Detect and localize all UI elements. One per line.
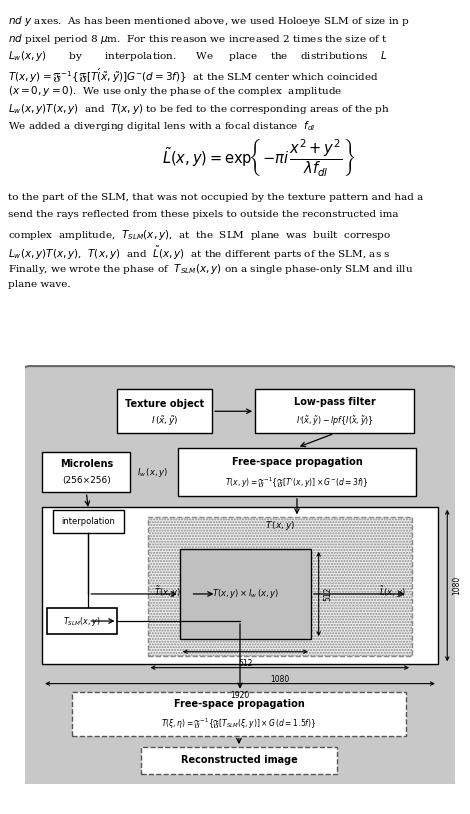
Bar <box>255 389 414 433</box>
Text: $\mathit{I}'(\tilde{x},\tilde{y})-lpf\{I(\tilde{x},\tilde{y})\}$: $\mathit{I}'(\tilde{x},\tilde{y})-lpf\{I… <box>296 414 374 428</box>
Bar <box>72 692 406 736</box>
Text: $\mathit{T}(x,y)\times\mathit{I}_w\,(x,y)$: $\mathit{T}(x,y)\times\mathit{I}_w\,(x,y… <box>212 588 279 601</box>
Text: 1920: 1920 <box>230 691 250 700</box>
Text: $\mathit{T}\,(x,y)$: $\mathit{T}\,(x,y)$ <box>265 519 295 532</box>
Text: $L_w(x,y)T(x,y)$  and  $T(x,y)$ to be fed to the corresponding areas of the ph: $L_w(x,y)T(x,y)$ and $T(x,y)$ to be fed … <box>8 102 390 116</box>
FancyBboxPatch shape <box>23 366 457 786</box>
Text: $nd\ y$ axes.  As has been mentioned above, we used Holoeye SLM of size in p: $nd\ y$ axes. As has been mentioned abov… <box>8 14 410 28</box>
Text: Texture object: Texture object <box>125 399 204 409</box>
Text: We added a diverging digital lens with a focal distance  $f_{dl}$: We added a diverging digital lens with a… <box>8 119 316 133</box>
Bar <box>53 510 124 533</box>
Text: $(x=0,y=0)$.  We use only the phase of the complex  amplitude: $(x=0,y=0)$. We use only the phase of th… <box>8 84 342 98</box>
Text: Microlens: Microlens <box>60 459 113 469</box>
Text: $T(x,y)=\mathfrak{F}^{-1}\{\mathfrak{F}[T\'(\tilde{x},\tilde{y})]G^{-}(d=3f)\}$ : $T(x,y)=\mathfrak{F}^{-1}\{\mathfrak{F}[… <box>8 67 378 85</box>
Bar <box>180 549 311 639</box>
Text: $\mathit{I}_w\,(x,y)$: $\mathit{I}_w\,(x,y)$ <box>137 466 168 479</box>
Text: plane wave.: plane wave. <box>8 280 70 289</box>
Text: $L_w(x,y)$       by       interpolation.      We     place    the    distributio: $L_w(x,y)$ by interpolation. We place th… <box>8 49 387 63</box>
Text: $L_w(x,y)T(x,y)$,  $T(x,y)$  and  $\tilde{L}(x,y)$  at the different parts of th: $L_w(x,y)T(x,y)$, $T(x,y)$ and $\tilde{L… <box>8 245 391 262</box>
Bar <box>118 389 212 433</box>
Text: interpolation: interpolation <box>62 517 115 526</box>
Text: $nd$ pixel period 8 $\mu$m.  For this reason we increased 2 times the size of t: $nd$ pixel period 8 $\mu$m. For this rea… <box>8 32 388 46</box>
Text: Free-space propagation: Free-space propagation <box>232 457 362 467</box>
Bar <box>42 453 130 492</box>
Bar <box>42 507 438 664</box>
Bar <box>47 608 118 633</box>
Text: 512: 512 <box>238 659 252 668</box>
Text: 1080: 1080 <box>270 676 290 685</box>
Text: Free-space propagation: Free-space propagation <box>173 699 304 709</box>
Text: Finally, we wrote the phase of  $T_{SLM}(x,y)$ on a single phase-only SLM and il: Finally, we wrote the phase of $T_{SLM}(… <box>8 262 414 277</box>
Text: to the part of the SLM, that was not occupied by the texture pattern and had a: to the part of the SLM, that was not occ… <box>8 192 423 202</box>
Text: $\tilde{L}(x,y)$: $\tilde{L}(x,y)$ <box>379 584 406 600</box>
Bar <box>148 518 412 656</box>
Bar <box>141 747 337 773</box>
Text: 512: 512 <box>323 587 332 601</box>
Text: $\tilde{L}(x,y)=\mathrm{exp}\!\left\{-\pi i\,\dfrac{x^2+y^2}{\lambda f_{dl}}\rig: $\tilde{L}(x,y)=\mathrm{exp}\!\left\{-\p… <box>162 137 355 178</box>
Text: (256×256): (256×256) <box>62 476 110 485</box>
Text: $T(\xi,\eta)=\mathfrak{F}^{-1}\{\mathfrak{F}[T_{SLM}(\xi,y)]\times G\,(d=1.5f)\}: $T(\xi,\eta)=\mathfrak{F}^{-1}\{\mathfra… <box>161 716 317 730</box>
Text: Reconstructed image: Reconstructed image <box>180 755 298 765</box>
Text: Low-pass filter: Low-pass filter <box>294 397 376 408</box>
Text: $\mathit{I}\,(\tilde{x},\tilde{y})$: $\mathit{I}\,(\tilde{x},\tilde{y})$ <box>151 414 179 428</box>
Bar <box>178 448 416 496</box>
Text: $T(x,y)=\mathfrak{F}^{-1}\{\mathfrak{F}[T'(x,y)]\times G^{-}(d=3f)\}$: $T(x,y)=\mathfrak{F}^{-1}\{\mathfrak{F}[… <box>225 475 369 489</box>
Text: send the rays reflected from these pixels to outside the reconstructed ima: send the rays reflected from these pixel… <box>8 210 399 219</box>
Text: complex  amplitude,  $T_{SLM}(x,y)$,  at  the  SLM  plane  was  built  correspo: complex amplitude, $T_{SLM}(x,y)$, at th… <box>8 227 391 242</box>
Text: $\tilde{T}(x,y)$: $\tilde{T}(x,y)$ <box>154 584 181 600</box>
Text: $\mathit{T}_{SLM}(x,y)$: $\mathit{T}_{SLM}(x,y)$ <box>63 615 101 628</box>
Text: 1080: 1080 <box>453 576 462 595</box>
